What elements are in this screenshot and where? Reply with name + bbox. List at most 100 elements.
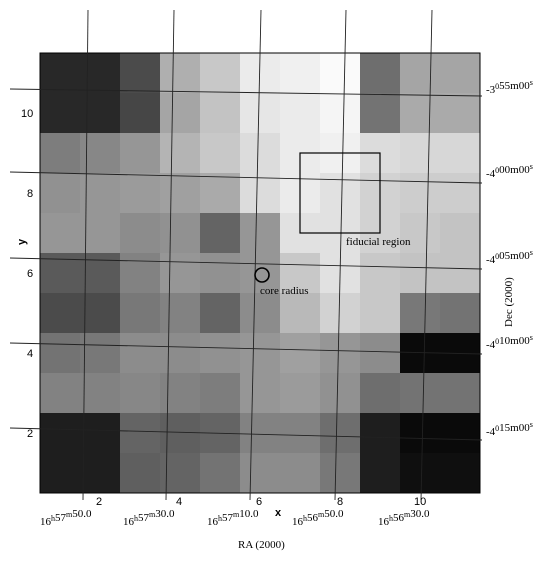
- x-axis-label: x: [275, 507, 282, 519]
- pixel-cell: [400, 173, 441, 214]
- pixel-cell: [360, 453, 401, 494]
- pixel-cell: [200, 373, 241, 414]
- dec-line: [9, 88, 483, 97]
- pixel-cell: [440, 173, 481, 214]
- pixel-cell: [360, 373, 401, 414]
- pixel-cell: [320, 453, 361, 494]
- dec-tick-label: -3055m00s: [486, 78, 533, 96]
- pixel-cell: [40, 93, 81, 134]
- core-radius-circle: [254, 267, 270, 283]
- pixel-cell: [240, 413, 281, 454]
- pixel-cell: [120, 453, 161, 494]
- pixel-cell: [280, 93, 321, 134]
- pixel-cell: [120, 253, 161, 294]
- pixel-cell: [440, 53, 481, 94]
- pixel-cell: [360, 93, 401, 134]
- x-tick-label: 8: [337, 496, 343, 508]
- pixel-cell: [40, 293, 81, 334]
- pixel-cell: [360, 53, 401, 94]
- x-tick-label: 6: [256, 496, 262, 508]
- pixel-cell: [400, 413, 441, 454]
- pixel-cell: [40, 53, 81, 94]
- pixel-cell: [80, 413, 121, 454]
- pixel-cell: [40, 413, 81, 454]
- ra-line: [82, 9, 89, 501]
- dec-tick-label: -4000m00s: [486, 162, 533, 180]
- pixel-cell: [160, 373, 201, 414]
- y-tick-label: 8: [27, 188, 33, 200]
- pixel-cell: [120, 133, 161, 174]
- pixel-cell: [120, 93, 161, 134]
- pixel-cell: [440, 453, 481, 494]
- pixel-cell: [120, 373, 161, 414]
- pixel-cell: [40, 333, 81, 374]
- ra-line: [249, 9, 262, 501]
- pixel-cell: [240, 333, 281, 374]
- ra-line: [334, 9, 347, 501]
- ra-line: [420, 9, 433, 501]
- dec-line: [9, 342, 483, 355]
- pixel-cell: [160, 93, 201, 134]
- pixel-cell: [240, 453, 281, 494]
- pixel-cell: [400, 53, 441, 94]
- ra-tick-label: 16h57m50.0: [40, 508, 92, 528]
- pixel-cell: [280, 293, 321, 334]
- pixel-cell: [320, 53, 361, 94]
- pixel-cell: [400, 133, 441, 174]
- pixel-cell: [240, 373, 281, 414]
- pixel-cell: [360, 413, 401, 454]
- x-tick-label: 4: [176, 496, 182, 508]
- dec-grid-lines: [9, 88, 483, 441]
- pixel-cell: [200, 453, 241, 494]
- pixel-cell: [200, 53, 241, 94]
- pixel-cell: [280, 413, 321, 454]
- dec-line: [9, 171, 483, 184]
- pixel-cell: [80, 293, 121, 334]
- pixel-cell: [440, 293, 481, 334]
- pixel-cell: [200, 293, 241, 334]
- pixel-cell: [200, 133, 241, 174]
- pixel-cell: [160, 253, 201, 294]
- pixel-cell: [40, 213, 81, 254]
- pixel-cell: [80, 333, 121, 374]
- dec-line: [9, 427, 483, 441]
- pixel-cell: [400, 93, 441, 134]
- ra-axis-label: RA (2000): [238, 539, 285, 551]
- y-tick-label: 10: [21, 108, 33, 120]
- y-tick-labels: 2 4 6 8 10: [21, 108, 33, 440]
- pixel-cell: [40, 453, 81, 494]
- pixel-cell: [440, 93, 481, 134]
- pixel-cell: [120, 293, 161, 334]
- pixel-cell: [120, 333, 161, 374]
- dec-tick-labels: -3055m00s -4000m00s -4005m00s -4010m00s -401…: [486, 78, 533, 438]
- pixel-cell: [320, 293, 361, 334]
- pixel-cell: [320, 373, 361, 414]
- ra-tick-label: 16h56m30.0: [378, 508, 430, 528]
- pixel-cell: [200, 173, 241, 214]
- pixel-cell: [320, 413, 361, 454]
- dec-tick-label: -4015m00s: [486, 420, 533, 438]
- pixel-cell: [160, 413, 201, 454]
- pixel-cell: [360, 333, 401, 374]
- fiducial-region-box: [299, 152, 381, 234]
- pixel-cell: [320, 333, 361, 374]
- pixel-cell: [160, 213, 201, 254]
- pixel-cell: [40, 373, 81, 414]
- fiducial-region-label: fiducial region: [346, 236, 411, 248]
- pixel-cell: [160, 173, 201, 214]
- dec-tick-label: -4010m00s: [486, 333, 533, 351]
- pixel-cell: [80, 53, 121, 94]
- pixel-cell: [400, 373, 441, 414]
- pixel-cell: [440, 213, 481, 254]
- y-tick-label: 4: [27, 348, 33, 360]
- x-tick-label: 2: [96, 496, 102, 508]
- pixel-cell: [240, 253, 281, 294]
- ra-tick-label: 16h57m30.0: [123, 508, 175, 528]
- pixel-cell: [280, 453, 321, 494]
- pixel-cell: [80, 253, 121, 294]
- ra-tick-label: 16h56m50.0: [292, 508, 344, 528]
- pixel-cell: [80, 93, 121, 134]
- pixel-cell: [360, 253, 401, 294]
- ra-grid-lines: [82, 9, 433, 501]
